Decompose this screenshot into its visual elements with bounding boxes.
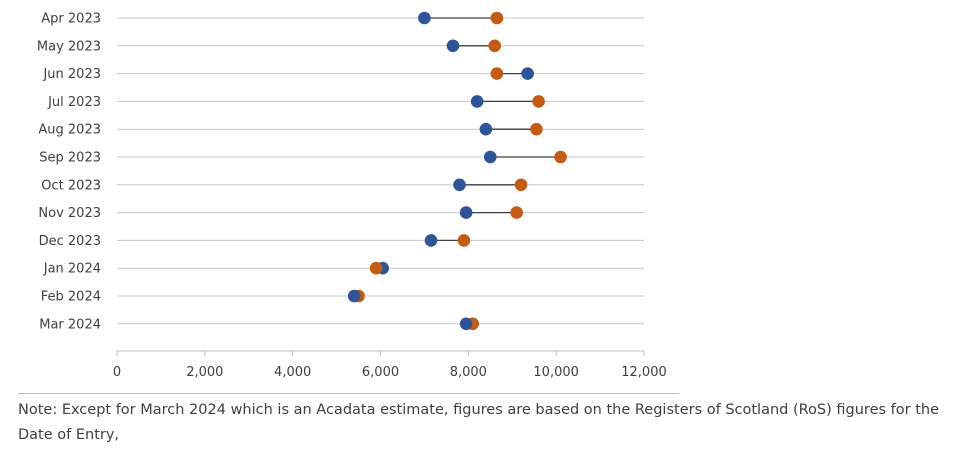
point-series-blue (418, 12, 431, 25)
y-tick-label: Nov 2023 (38, 206, 101, 221)
y-tick-label: Jun 2023 (42, 67, 101, 82)
data-points (348, 12, 567, 330)
point-series-orange (370, 262, 383, 275)
point-series-orange (491, 12, 504, 25)
x-tick-label: 10,000 (533, 365, 579, 380)
point-series-blue (521, 67, 534, 80)
y-tick-label: Dec 2023 (39, 234, 101, 249)
point-series-orange (488, 40, 501, 53)
y-tick-label: Apr 2023 (41, 12, 101, 27)
x-tick-label: 8,000 (450, 365, 487, 380)
y-tick-label: Oct 2023 (41, 178, 101, 193)
point-series-blue (453, 179, 466, 192)
y-tick-label: May 2023 (37, 39, 101, 54)
x-axis (117, 351, 644, 356)
point-series-blue (425, 234, 438, 247)
point-series-blue (471, 95, 484, 108)
y-tick-label: Mar 2024 (39, 317, 101, 332)
point-series-orange (554, 151, 567, 164)
point-series-blue (460, 318, 473, 331)
x-tick-label: 4,000 (274, 365, 311, 380)
point-series-blue (348, 290, 361, 303)
x-axis-labels: 0 2,000 4,000 6,000 8,000 10,000 12,000 (113, 365, 667, 380)
point-series-orange (491, 67, 504, 80)
point-series-orange (510, 206, 523, 219)
gridlines (117, 18, 644, 324)
point-series-blue (480, 123, 493, 136)
connectors (354, 18, 560, 324)
y-tick-label: Sep 2023 (39, 151, 101, 166)
chart-note: Note: Except for March 2024 which is an … (18, 398, 954, 448)
y-axis-labels: Apr 2023 May 2023 Jun 2023 Jul 2023 Aug 2023… (37, 12, 101, 333)
y-tick-label: Jan 2024 (43, 262, 101, 277)
point-series-orange (532, 95, 545, 108)
x-tick-label: 2,000 (186, 365, 223, 380)
x-tick-label: 0 (113, 365, 121, 380)
point-series-blue (460, 206, 473, 219)
point-series-orange (515, 179, 528, 192)
note-divider (18, 393, 679, 394)
dumbbell-chart: Apr 2023 May 2023 Jun 2023 Jul 2023 Aug 2023… (0, 0, 960, 390)
point-series-blue (484, 151, 497, 164)
point-series-orange (458, 234, 471, 247)
y-tick-label: Aug 2023 (38, 123, 101, 138)
y-tick-label: Jul 2023 (47, 95, 101, 110)
x-tick-label: 6,000 (362, 365, 399, 380)
y-tick-label: Feb 2024 (41, 290, 101, 305)
point-series-blue (447, 40, 460, 53)
x-tick-label: 12,000 (621, 365, 667, 380)
point-series-orange (530, 123, 543, 136)
